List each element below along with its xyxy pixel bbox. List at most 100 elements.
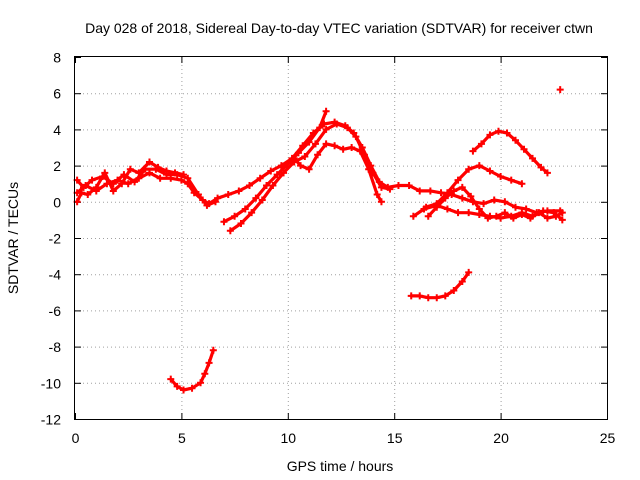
data-point — [163, 167, 171, 175]
x-tick-label: 5 — [178, 430, 186, 446]
data-point — [348, 144, 356, 151]
data-point — [316, 124, 324, 132]
data-point — [258, 196, 266, 204]
data-point — [511, 136, 519, 144]
plot-frame — [74, 56, 608, 420]
data-point — [77, 189, 85, 197]
y-tick-label: -12 — [41, 412, 61, 428]
data-point — [416, 292, 424, 300]
x-tick-label: 25 — [600, 430, 616, 446]
data-point — [458, 277, 466, 285]
chart-title: Day 028 of 2018, Sidereal Day-to-day VTE… — [85, 20, 593, 36]
data-point — [280, 163, 288, 171]
data-point — [118, 180, 126, 188]
data-point — [156, 174, 164, 182]
data-point — [322, 140, 330, 148]
data-point — [377, 198, 385, 206]
y-tick-label: 0 — [53, 194, 61, 210]
data-point — [501, 198, 509, 206]
data-point — [373, 191, 381, 199]
data-point — [492, 212, 500, 220]
data-point — [171, 169, 179, 177]
y-tick-label: 8 — [53, 50, 61, 66]
data-point — [475, 205, 483, 213]
data-point — [501, 209, 509, 217]
data-point — [211, 198, 219, 206]
data-point — [301, 153, 309, 161]
data-point — [305, 165, 313, 173]
data-point — [343, 124, 351, 132]
data-point — [424, 294, 432, 302]
data-point — [475, 162, 483, 170]
data-point — [469, 147, 477, 155]
data-point — [443, 205, 451, 213]
data-point — [263, 182, 271, 190]
data-point — [450, 286, 458, 294]
data-point — [197, 379, 205, 387]
data-point — [558, 216, 566, 224]
data-point — [416, 187, 424, 195]
series-line — [471, 129, 549, 175]
data-point — [441, 292, 449, 300]
series-point-m — [556, 86, 564, 94]
data-point — [356, 147, 364, 155]
data-point — [433, 203, 441, 211]
data-point — [480, 200, 488, 208]
data-point — [184, 174, 192, 182]
data-point — [526, 214, 534, 222]
data-point — [135, 169, 143, 177]
data-point — [131, 178, 139, 186]
data-point — [126, 165, 134, 173]
data-point — [535, 209, 543, 217]
y-tick-label: -10 — [41, 375, 61, 391]
y-tick-label: -6 — [49, 303, 62, 319]
data-point — [394, 182, 402, 190]
grid — [75, 57, 607, 419]
series-track-i — [469, 127, 551, 177]
data-point — [407, 292, 415, 300]
data-point — [477, 140, 485, 148]
data-point — [173, 382, 181, 390]
x-tick-label: 10 — [281, 430, 297, 446]
data-point — [441, 194, 449, 202]
data-point — [331, 142, 339, 150]
data-point — [203, 201, 211, 209]
y-axis-label: SDTVAR / TECUs — [5, 182, 21, 294]
data-point — [509, 214, 517, 222]
data-point — [543, 214, 551, 222]
data-point — [84, 191, 92, 199]
data-point — [518, 180, 526, 188]
y-tick-label: 6 — [53, 86, 61, 102]
data-point — [424, 212, 432, 220]
data-point — [465, 165, 473, 173]
data-point — [518, 210, 526, 218]
data-point — [486, 167, 494, 175]
y-tick-label: -8 — [49, 339, 62, 355]
x-axis-label: GPS time / hours — [287, 458, 394, 474]
data-point — [80, 183, 88, 191]
data-point — [520, 145, 528, 153]
data-point — [409, 212, 417, 220]
data-point — [454, 176, 462, 184]
data-point — [92, 183, 100, 191]
data-point — [109, 187, 117, 195]
data-point — [484, 214, 492, 222]
data-point — [88, 176, 96, 184]
data-point — [450, 187, 458, 195]
data-point — [486, 131, 494, 139]
data-point — [352, 133, 360, 141]
y-tick-label: -2 — [49, 231, 62, 247]
data-point — [241, 205, 249, 213]
x-tick-label: 20 — [493, 430, 509, 446]
data-point — [552, 212, 560, 220]
data-point — [550, 209, 558, 217]
data-point — [365, 165, 373, 173]
data-point — [511, 203, 519, 211]
x-tick-label: 0 — [72, 430, 80, 446]
data-point — [322, 125, 330, 133]
y-tick-label: 4 — [53, 122, 61, 138]
y-tick-label: -4 — [49, 267, 62, 283]
data-point — [454, 209, 462, 217]
data-point — [145, 158, 153, 166]
